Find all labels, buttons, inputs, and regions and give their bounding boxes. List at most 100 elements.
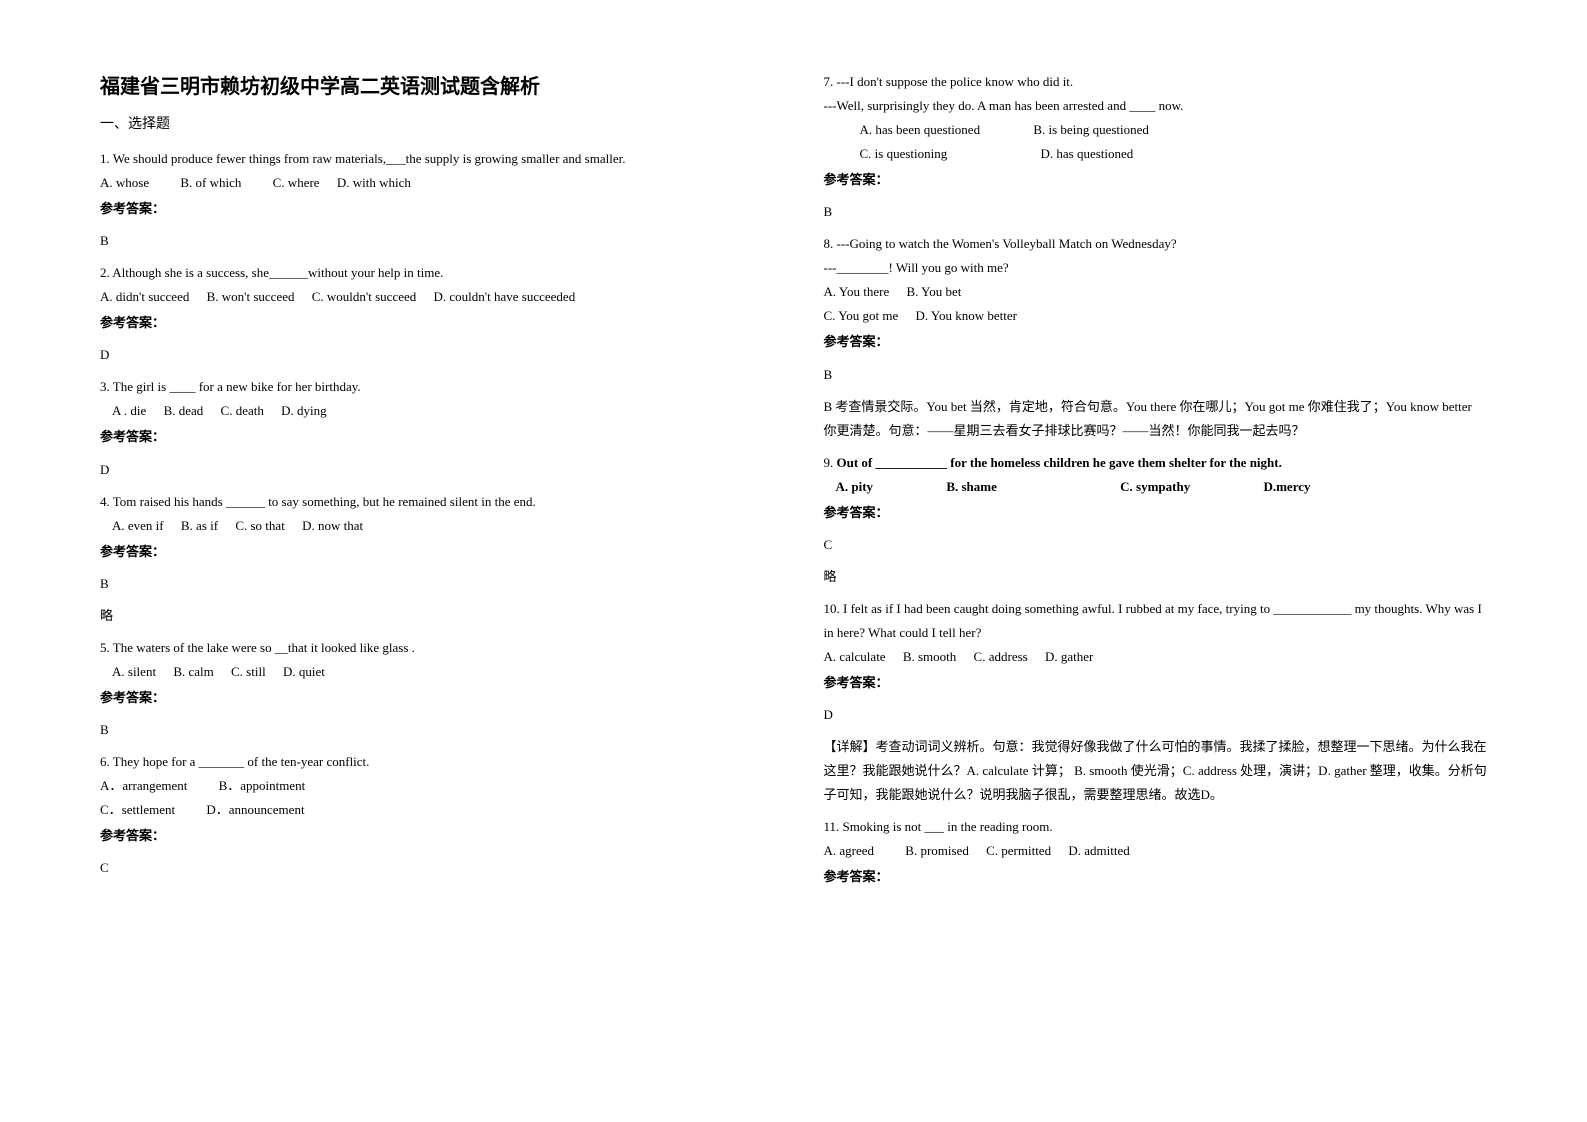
answer-label: 参考答案： (100, 311, 764, 335)
question-6: 6. They hope for a _______ of the ten-ye… (100, 750, 764, 848)
question-text: 11. Smoking is not ___ in the reading ro… (824, 815, 1488, 839)
option-d: D. now that (302, 514, 363, 538)
option-b: B. of which (180, 171, 241, 195)
answer-label: 参考答案： (100, 197, 764, 221)
q9-bold: Out of ___________ for the homeless chil… (837, 455, 1282, 470)
option-c: C. address (974, 645, 1028, 669)
answer: B (824, 363, 1488, 387)
question-text-2: ---Well, surprisingly they do. A man has… (824, 94, 1488, 118)
options-row2: C. is questioning D. has questioned (824, 142, 1488, 166)
option-a: A. You there (824, 280, 890, 304)
question-text: 9. Out of ___________ for the homeless c… (824, 451, 1488, 475)
option-c: C．settlement (100, 798, 175, 822)
question-text: 2. Although she is a success, she______w… (100, 261, 764, 285)
option-b: B. as if (181, 514, 218, 538)
answer-label: 参考答案： (100, 686, 764, 710)
right-column: 7. ---I don't suppose the police know wh… (824, 70, 1488, 1052)
option-d: D．announcement (206, 798, 304, 822)
answer: B (100, 229, 764, 253)
options: A. whose B. of which C. where D. with wh… (100, 171, 764, 195)
option-d: D. with which (337, 171, 411, 195)
answer-label: 参考答案： (824, 168, 1488, 192)
answer-label: 参考答案： (824, 330, 1488, 354)
answer: B (100, 718, 764, 742)
option-c: C. wouldn't succeed (312, 285, 417, 309)
explanation: 【详解】考查动词词义辨析。句意：我觉得好像我做了什么可怕的事情。我揉了揉脸，想整… (824, 735, 1488, 807)
options: A. pity B. shame C. sympathy D.mercy (824, 475, 1488, 499)
option-a: A. even if (112, 514, 164, 538)
option-c: C. sympathy (1120, 475, 1190, 499)
abbrev: 略 (100, 604, 764, 628)
answer-label: 参考答案： (824, 671, 1488, 695)
question-text: 5. The waters of the lake were so __that… (100, 636, 764, 660)
options: A . die B. dead C. death D. dying (100, 399, 764, 423)
answer-label: 参考答案： (824, 501, 1488, 525)
option-b: B. promised (905, 839, 969, 863)
option-d: D. quiet (283, 660, 325, 684)
question-10: 10. I felt as if I had been caught doing… (824, 597, 1488, 695)
answer: C (824, 533, 1488, 557)
option-c: C. still (231, 660, 266, 684)
answer-label: 参考答案： (824, 865, 1488, 889)
option-a: A．arrangement (100, 774, 187, 798)
option-d: D. has questioned (1041, 142, 1134, 166)
question-text-1: 8. ---Going to watch the Women's Volleyb… (824, 232, 1488, 256)
question-3: 3. The girl is ____ for a new bike for h… (100, 375, 764, 449)
question-5: 5. The waters of the lake were so __that… (100, 636, 764, 710)
left-column: 福建省三明市赖坊初级中学高二英语测试题含解析 一、选择题 1. We shoul… (100, 70, 764, 1052)
options: A. has been questioned B. is being quest… (824, 118, 1488, 142)
options: A. agreed B. promised C. permitted D. ad… (824, 839, 1488, 863)
answer: B (100, 572, 764, 596)
question-text: 6. They hope for a _______ of the ten-ye… (100, 750, 764, 774)
question-2: 2. Although she is a success, she______w… (100, 261, 764, 335)
explanation: B 考查情景交际。You bet 当然，肯定地，符合句意。You there 你… (824, 395, 1488, 443)
options: A. didn't succeed B. won't succeed C. wo… (100, 285, 764, 309)
section-header: 一、选择题 (100, 113, 764, 133)
question-4: 4. Tom raised his hands ______ to say so… (100, 490, 764, 564)
answer: D (100, 343, 764, 367)
options: A. You there B. You bet (824, 280, 1488, 304)
question-text: 10. I felt as if I had been caught doing… (824, 597, 1488, 645)
options: A. calculate B. smooth C. address D. gat… (824, 645, 1488, 669)
option-a: A. whose (100, 171, 149, 195)
answer: D (824, 703, 1488, 727)
option-b: B. You bet (906, 280, 961, 304)
answer-label: 参考答案： (100, 824, 764, 848)
question-7: 7. ---I don't suppose the police know wh… (824, 70, 1488, 192)
question-8: 8. ---Going to watch the Women's Volleyb… (824, 232, 1488, 354)
option-b: B. is being questioned (1033, 118, 1149, 142)
question-text: 1. We should produce fewer things from r… (100, 147, 764, 171)
answer-label: 参考答案： (100, 540, 764, 564)
question-text-2: ---________! Will you go with me? (824, 256, 1488, 280)
option-d: D. admitted (1068, 839, 1129, 863)
option-b: B. won't succeed (207, 285, 295, 309)
option-c: C. is questioning (860, 142, 948, 166)
answer: B (824, 200, 1488, 224)
option-a: A. silent (112, 660, 156, 684)
document-title: 福建省三明市赖坊初级中学高二英语测试题含解析 (100, 70, 764, 99)
option-a: A. didn't succeed (100, 285, 189, 309)
option-d: D. gather (1045, 645, 1093, 669)
option-b: B. smooth (903, 645, 956, 669)
option-a: A. pity (836, 475, 874, 499)
question-text: 3. The girl is ____ for a new bike for h… (100, 375, 764, 399)
option-a: A. agreed (824, 839, 875, 863)
answer-label: 参考答案： (100, 425, 764, 449)
q9-prefix: 9. (824, 455, 837, 470)
option-d: D. dying (281, 399, 327, 423)
question-11: 11. Smoking is not ___ in the reading ro… (824, 815, 1488, 889)
option-d: D.mercy (1263, 475, 1310, 499)
options: A. silent B. calm C. still D. quiet (100, 660, 764, 684)
option-c: C. death (221, 399, 264, 423)
question-9: 9. Out of ___________ for the homeless c… (824, 451, 1488, 525)
question-text-1: 7. ---I don't suppose the police know wh… (824, 70, 1488, 94)
option-a: A. calculate (824, 645, 886, 669)
options-row2: C. You got me D. You know better (824, 304, 1488, 328)
question-1: 1. We should produce fewer things from r… (100, 147, 764, 221)
option-c: C. You got me (824, 304, 899, 328)
abbrev: 略 (824, 565, 1488, 589)
option-d: D. You know better (916, 304, 1017, 328)
option-c: C. so that (235, 514, 284, 538)
option-a: A. has been questioned (860, 118, 981, 142)
options-row2: C．settlement D．announcement (100, 798, 764, 822)
